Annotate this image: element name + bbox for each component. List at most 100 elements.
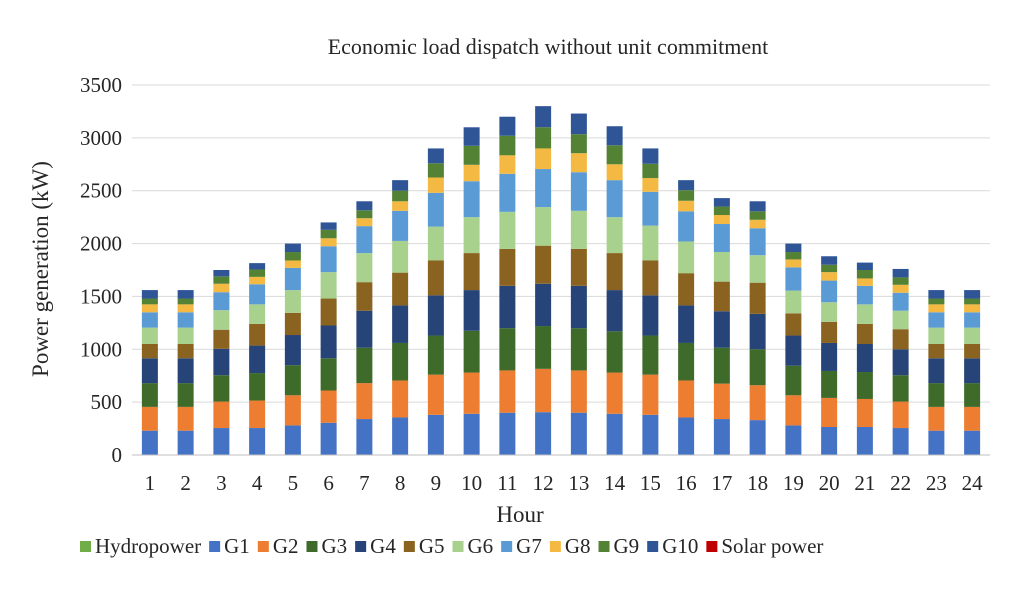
bar-segment bbox=[463, 290, 480, 331]
x-tick-label: 5 bbox=[288, 471, 299, 495]
bar-segment bbox=[821, 272, 838, 281]
bar-segment bbox=[249, 284, 266, 305]
gridlines bbox=[132, 84, 990, 403]
bar-segment bbox=[785, 243, 802, 253]
bar-segment bbox=[356, 282, 373, 311]
legend-swatch bbox=[306, 541, 318, 552]
bar-segment bbox=[928, 344, 945, 359]
bar-segment bbox=[749, 211, 766, 220]
bar-segment bbox=[821, 302, 838, 322]
bar-segment bbox=[177, 298, 194, 305]
bar-segment bbox=[749, 385, 766, 421]
bar-segment bbox=[642, 414, 659, 455]
bar-segment bbox=[606, 180, 623, 218]
bar-segment bbox=[821, 397, 838, 427]
x-tick-label: 24 bbox=[962, 471, 984, 495]
bar-segment bbox=[535, 283, 552, 327]
bar-segment bbox=[606, 164, 623, 181]
bar-segment bbox=[141, 312, 158, 328]
bar-segment bbox=[427, 177, 444, 193]
x-tick-label: 19 bbox=[783, 471, 804, 495]
bar-segment bbox=[606, 126, 623, 146]
x-tick-label: 3 bbox=[216, 471, 227, 495]
bar-segment bbox=[392, 342, 409, 381]
bar-segment bbox=[713, 281, 730, 312]
bar-segment bbox=[928, 383, 945, 407]
bar-segment bbox=[427, 335, 444, 375]
bar-segment bbox=[749, 420, 766, 455]
x-axis-ticks: 1 2 3 4 5 6 7 8 9 10 11 12 13 14 15 16 17 18 19 20 21 22 23 24 bbox=[145, 471, 984, 495]
x-tick-label: 23 bbox=[926, 471, 947, 495]
legend-swatch bbox=[501, 541, 513, 552]
bar-segment bbox=[249, 304, 266, 324]
bar-segment bbox=[499, 116, 516, 136]
bar-segment bbox=[535, 169, 552, 208]
legend-swatch bbox=[403, 541, 415, 552]
bar-segment bbox=[320, 422, 337, 455]
bar-segment bbox=[785, 313, 802, 336]
bar-segment bbox=[678, 273, 695, 306]
bar-segment bbox=[642, 178, 659, 192]
bar-segment bbox=[249, 400, 266, 429]
bar-segment bbox=[892, 268, 909, 278]
bar-segment bbox=[749, 349, 766, 386]
bar-segment bbox=[499, 211, 516, 249]
legend-entry: G6 bbox=[468, 534, 494, 558]
bar-segment bbox=[535, 207, 552, 246]
y-tick-label: 2000 bbox=[80, 232, 122, 256]
bar-segment bbox=[785, 395, 802, 426]
bar-segment bbox=[928, 430, 945, 455]
bars bbox=[141, 106, 981, 455]
bar-segment bbox=[320, 222, 337, 230]
bar-segment bbox=[713, 224, 730, 253]
bar-segment bbox=[499, 285, 516, 329]
bar-segment bbox=[141, 304, 158, 313]
bar-segment bbox=[499, 155, 516, 174]
x-tick-label: 9 bbox=[431, 471, 442, 495]
bar-segment bbox=[821, 426, 838, 455]
bar-segment bbox=[463, 372, 480, 414]
bar-segment bbox=[284, 252, 301, 261]
bar-segment bbox=[141, 298, 158, 305]
x-tick-label: 2 bbox=[180, 471, 191, 495]
bar-segment bbox=[749, 219, 766, 229]
bar-segment bbox=[856, 278, 873, 286]
y-tick-label: 1000 bbox=[80, 337, 122, 361]
bar-segment bbox=[713, 347, 730, 384]
bar-segment bbox=[570, 370, 587, 413]
bar-segment bbox=[964, 304, 981, 313]
bar-segment bbox=[570, 412, 587, 455]
legend-entry: Hydropower bbox=[95, 534, 201, 558]
legend-entry: G3 bbox=[321, 534, 347, 558]
y-axis-label: Power generation (kW) bbox=[28, 161, 53, 377]
bar-segment bbox=[570, 328, 587, 371]
bar-segment bbox=[141, 344, 158, 359]
bar-segment bbox=[213, 292, 230, 311]
bar-segment bbox=[284, 365, 301, 396]
bar-segment bbox=[606, 413, 623, 455]
bar-segment bbox=[535, 127, 552, 149]
bar-segment bbox=[320, 246, 337, 273]
bar-segment bbox=[892, 310, 909, 330]
bar-segment bbox=[964, 327, 981, 344]
bar-segment bbox=[392, 180, 409, 191]
bar-segment bbox=[892, 401, 909, 429]
legend-entry: G5 bbox=[419, 534, 445, 558]
bar-segment bbox=[284, 395, 301, 426]
x-tick-label: 7 bbox=[359, 471, 370, 495]
bar-segment bbox=[606, 372, 623, 414]
bar-segment bbox=[892, 329, 909, 350]
bar-segment bbox=[463, 127, 480, 146]
y-tick-label: 1500 bbox=[80, 284, 122, 308]
bar-segment bbox=[642, 374, 659, 415]
bar-segment bbox=[392, 380, 409, 418]
bar-segment bbox=[463, 253, 480, 291]
bar-segment bbox=[856, 262, 873, 270]
bar-segment bbox=[177, 290, 194, 299]
x-tick-label: 8 bbox=[395, 471, 406, 495]
bar-segment bbox=[177, 304, 194, 313]
bar-segment bbox=[249, 373, 266, 401]
x-tick-label: 6 bbox=[323, 471, 334, 495]
bar-segment bbox=[427, 414, 444, 455]
